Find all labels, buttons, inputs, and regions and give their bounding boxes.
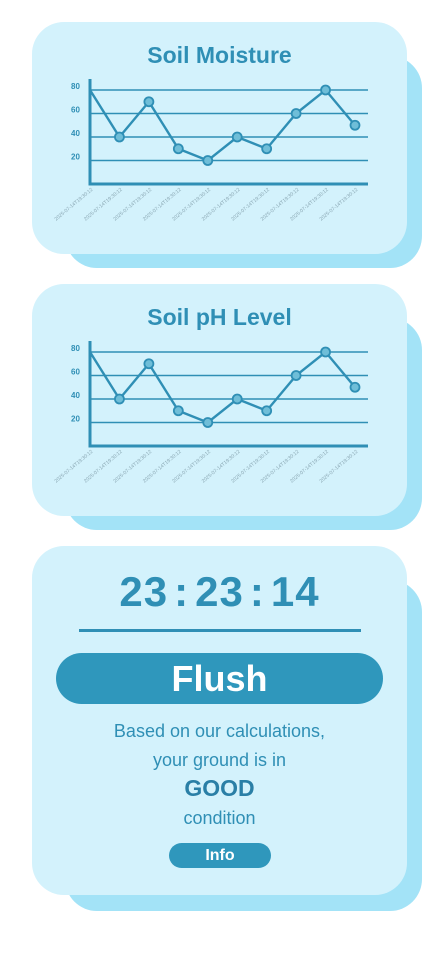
y-tick-label: 40	[71, 129, 80, 138]
data-point	[349, 381, 361, 393]
soil-ph-card: Soil pH Level 20 40 60 80 2025-07-14T19:30:1…	[32, 284, 422, 530]
data-point	[202, 417, 214, 428]
y-tick-label: 60	[71, 106, 80, 115]
timer-hours: 23	[119, 568, 169, 615]
timer-seconds: 14	[270, 568, 320, 615]
flush-button[interactable]: Flush	[56, 653, 383, 704]
y-tick-label: 20	[71, 415, 80, 424]
status-card: 23:23:14 Flush Based on our calculations…	[32, 546, 422, 911]
data-point	[143, 96, 155, 108]
message-line-3: condition	[183, 808, 256, 828]
y-tick-label: 80	[71, 82, 80, 91]
data-point	[114, 131, 125, 143]
condition-status: GOOD	[184, 775, 255, 801]
data-point	[231, 131, 243, 143]
data-point	[261, 405, 273, 417]
series-line	[88, 88, 356, 162]
countdown-timer: 23:23:14	[32, 568, 407, 616]
soil-moisture-card: Soil Moisture 20 40 60 80 2025-07-14T19:30:1…	[32, 22, 422, 268]
y-tick-label: 20	[71, 153, 80, 162]
chart-title: Soil Moisture	[147, 42, 292, 68]
data-point	[261, 143, 273, 155]
data-point	[231, 393, 243, 405]
timer-minutes: 23	[195, 568, 244, 615]
data-point	[172, 143, 184, 155]
data-point	[320, 346, 331, 358]
message-line-1: Based on our calculations,	[113, 721, 326, 741]
timer-separator: :	[174, 568, 190, 615]
series-line	[88, 350, 356, 424]
card-body: Soil pH Level 20 40 60 80 2025-07-14T19:30:1…	[32, 284, 407, 516]
data-point	[349, 119, 361, 131]
data-point	[114, 393, 125, 405]
soil-moisture-chart: 204060802025-07-14T19:30:122025-07-14T19…	[54, 79, 368, 222]
chart-title: Soil pH Level	[147, 304, 292, 330]
info-button[interactable]: Info	[169, 843, 271, 868]
card-body: 23:23:14 Flush Based on our calculations…	[32, 546, 407, 895]
divider	[79, 629, 361, 632]
data-point	[290, 370, 302, 381]
data-point	[320, 84, 331, 96]
soil-ph-chart: 204060802025-07-14T19:30:122025-07-14T19…	[54, 341, 368, 484]
data-point	[143, 358, 155, 370]
message-line-2: your ground is in	[152, 750, 287, 770]
y-tick-label: 40	[71, 391, 80, 400]
data-point	[172, 405, 184, 417]
y-tick-label: 80	[71, 344, 80, 353]
card-body: Soil Moisture 20 40 60 80 2025-07-14T19:30:1…	[32, 22, 407, 254]
y-tick-label: 60	[71, 368, 80, 377]
timer-separator: :	[249, 568, 265, 615]
data-point	[202, 155, 214, 166]
data-point	[290, 108, 302, 119]
